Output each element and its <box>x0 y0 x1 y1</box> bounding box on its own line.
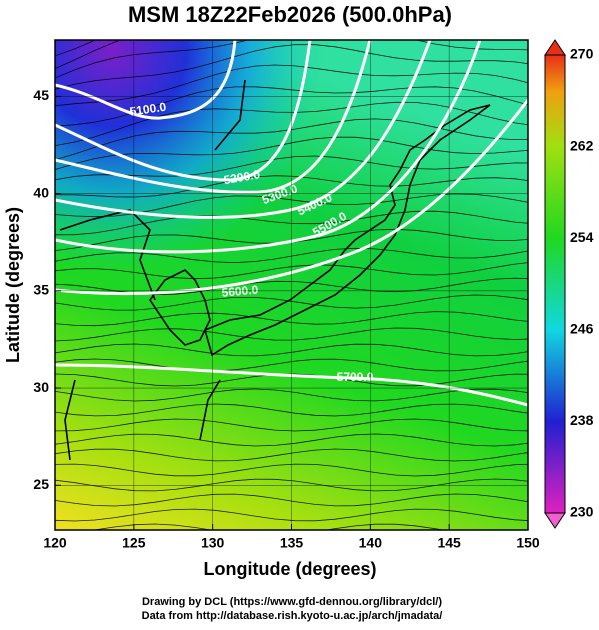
credit: Data from http://database.rish.kyoto-u.a… <box>142 610 443 622</box>
streamline <box>55 311 528 327</box>
x-tick-label: 125 <box>122 535 146 551</box>
streamline <box>55 493 528 507</box>
streamline <box>55 262 528 280</box>
colorbar-top-arrow <box>544 39 566 56</box>
streamline <box>55 193 528 218</box>
y-tick-label: 45 <box>33 87 49 103</box>
colorbar <box>544 54 566 514</box>
streamline <box>55 210 528 236</box>
streamline <box>55 277 528 296</box>
streamline <box>55 478 528 492</box>
streamline <box>91 523 446 530</box>
axes: 120 125 130 135 140 145 150 25 30 35 40 45 230 238 246… <box>33 40 594 551</box>
streamline <box>55 388 528 402</box>
y-tick-label: 35 <box>33 282 49 298</box>
streamline <box>55 418 528 432</box>
streamline <box>55 247 528 264</box>
colorbar-tick-label: 230 <box>570 504 594 520</box>
streamline <box>55 64 528 107</box>
x-tick-label: 150 <box>516 535 540 551</box>
y-tick-label: 30 <box>33 379 49 395</box>
contour-label: 5200.0 <box>223 167 262 187</box>
y-axis-label: Latitude (degrees) <box>3 207 23 363</box>
streamline <box>55 448 528 462</box>
contours <box>55 40 528 407</box>
y-tick-label: 25 <box>33 476 49 492</box>
streamline <box>55 40 528 79</box>
colorbar-tick-label: 238 <box>570 412 594 428</box>
streamline <box>55 86 528 127</box>
colorbar-tick-label: 246 <box>570 321 594 337</box>
x-axis-label: Longitude (degrees) <box>203 559 376 579</box>
streamline <box>55 40 123 70</box>
contour-label: 5600.0 <box>221 283 259 300</box>
x-tick-label: 145 <box>437 535 461 551</box>
colorbar-tick-label: 262 <box>570 137 594 153</box>
streamline <box>55 508 528 522</box>
plot-area <box>55 40 528 530</box>
streamline <box>55 343 528 357</box>
contour-label: 5700.0 <box>337 370 374 384</box>
x-tick-label: 135 <box>280 535 304 551</box>
coastlines <box>59 79 491 461</box>
x-tick-label: 120 <box>43 535 67 551</box>
credit: Drawing by DCL (https://www.gfd-dennou.o… <box>142 596 442 608</box>
streamline <box>55 44 528 90</box>
streamline <box>55 403 528 417</box>
y-tick-label: 40 <box>33 184 49 200</box>
colorbar-bottom-arrow <box>544 512 566 529</box>
streamline <box>55 358 528 372</box>
streamline <box>55 118 528 161</box>
colorbar-tick-label: 270 <box>570 46 594 62</box>
streamline <box>55 294 528 311</box>
contour-label: 5100.0 <box>129 100 168 119</box>
title: MSM 18Z22Feb2026 (500.0hPa) <box>128 2 452 27</box>
streamline <box>55 433 528 447</box>
colorbar-tick-label: 254 <box>570 229 594 245</box>
streamline <box>55 175 528 198</box>
x-tick-label: 130 <box>201 535 225 551</box>
streamline <box>55 463 528 477</box>
streamline <box>55 327 528 342</box>
x-tick-label: 140 <box>359 535 383 551</box>
